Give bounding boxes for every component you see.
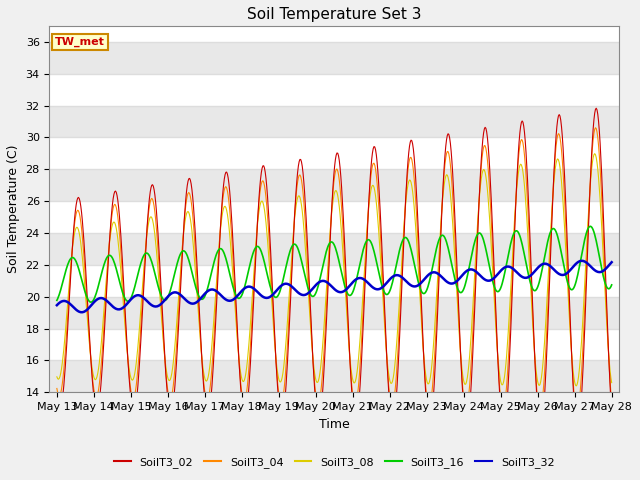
SoilT3_16	[53, 298, 61, 303]
SoilT3_32	[177, 292, 185, 298]
Line: SoilT3_08: SoilT3_08	[57, 154, 612, 386]
SoilT3_08	[53, 374, 61, 380]
SoilT3_32	[419, 278, 426, 284]
Bar	[49, 360, 619, 392]
SoilT3_08	[206, 365, 214, 371]
Bar	[49, 106, 619, 137]
Title: Soil Temperature Set 3: Soil Temperature Set 3	[247, 7, 422, 22]
SoilT3_04	[591, 125, 599, 131]
SoilT3_16	[207, 274, 214, 280]
Line: SoilT3_16: SoilT3_16	[57, 227, 612, 302]
Legend: SoilT3_02, SoilT3_04, SoilT3_08, SoilT3_16, SoilT3_32: SoilT3_02, SoilT3_04, SoilT3_08, SoilT3_…	[109, 453, 559, 473]
SoilT3_16	[177, 250, 185, 256]
SoilT3_08	[418, 326, 426, 332]
SoilT3_04	[608, 398, 616, 404]
SoilT3_32	[608, 259, 616, 265]
SoilT3_08	[63, 310, 71, 316]
SoilT3_02	[402, 196, 410, 202]
SoilT3_04	[120, 298, 128, 304]
SoilT3_02	[206, 406, 214, 412]
Bar	[49, 169, 619, 201]
SoilT3_02	[177, 288, 184, 294]
Line: SoilT3_32: SoilT3_32	[57, 261, 612, 312]
Bar	[49, 297, 619, 328]
SoilT3_02	[574, 428, 582, 433]
SoilT3_08	[608, 380, 616, 385]
SoilT3_04	[206, 388, 214, 394]
SoilT3_32	[578, 258, 586, 264]
SoilT3_16	[608, 282, 616, 288]
SoilT3_04	[573, 408, 580, 414]
SoilT3_16	[121, 295, 129, 301]
Bar	[49, 42, 619, 73]
SoilT3_16	[87, 300, 95, 305]
SoilT3_16	[586, 224, 594, 229]
SoilT3_16	[419, 290, 426, 296]
X-axis label: Time: Time	[319, 418, 349, 431]
SoilT3_04	[418, 320, 426, 325]
SoilT3_02	[593, 105, 600, 111]
SoilT3_16	[63, 264, 71, 270]
SoilT3_32	[121, 303, 129, 309]
SoilT3_02	[608, 409, 616, 415]
SoilT3_08	[402, 201, 410, 207]
SoilT3_32	[53, 302, 61, 308]
SoilT3_08	[591, 151, 598, 156]
SoilT3_16	[403, 235, 410, 241]
SoilT3_08	[120, 310, 128, 315]
SoilT3_32	[77, 310, 85, 315]
Line: SoilT3_04: SoilT3_04	[57, 128, 612, 411]
SoilT3_02	[120, 287, 128, 293]
SoilT3_32	[403, 278, 410, 284]
SoilT3_08	[572, 383, 580, 389]
Y-axis label: Soil Temperature (C): Soil Temperature (C)	[7, 145, 20, 273]
SoilT3_02	[53, 393, 61, 398]
SoilT3_32	[207, 287, 214, 293]
SoilT3_04	[53, 385, 61, 391]
SoilT3_04	[402, 197, 410, 203]
SoilT3_04	[63, 325, 71, 331]
Line: SoilT3_02: SoilT3_02	[57, 108, 612, 431]
SoilT3_02	[418, 312, 426, 318]
SoilT3_04	[177, 278, 184, 284]
SoilT3_08	[177, 269, 184, 275]
Bar	[49, 233, 619, 265]
SoilT3_02	[63, 339, 71, 345]
SoilT3_32	[63, 299, 71, 304]
Text: TW_met: TW_met	[55, 37, 105, 47]
